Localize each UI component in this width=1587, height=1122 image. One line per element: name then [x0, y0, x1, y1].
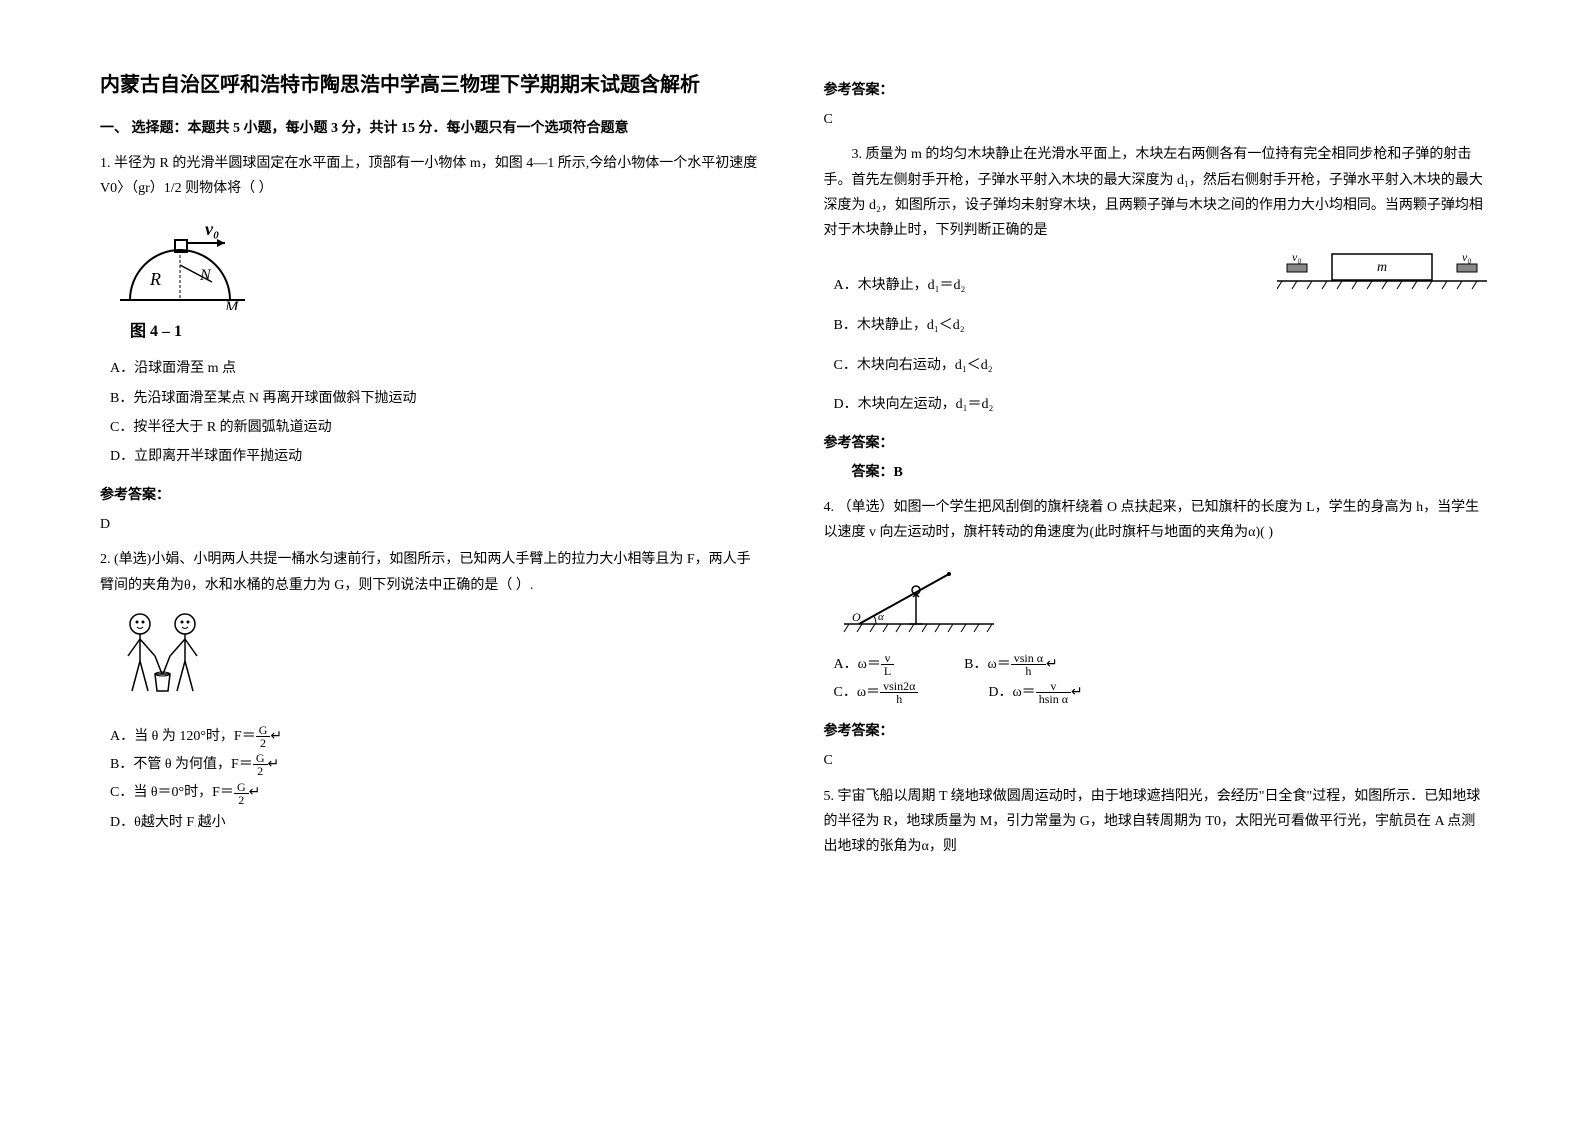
- q1-figure: v₀ R N M: [110, 210, 764, 310]
- q3-opt-d: D．木块向左运动，d₁＝d₂: [834, 392, 1488, 417]
- document-title: 内蒙古自治区呼和浩特市陶思浩中学高三物理下学期期末试题含解析: [100, 70, 764, 100]
- q2-figure: [110, 606, 764, 716]
- svg-text:O: O: [852, 610, 861, 624]
- q2-opt-c: C．当 θ＝0°时，F＝G2↵: [110, 780, 764, 805]
- q2-text: 2. (单选)小娟、小明两人共提一桶水匀速前行，如图所示，已知两人手臂上的拉力大…: [100, 547, 764, 597]
- q4-opt-c: C．ω＝vsin2αh: [834, 680, 919, 705]
- q4-opt-d: D．ω＝vhsin α↵: [988, 680, 1082, 705]
- fig-v0-label: v₀: [205, 219, 219, 239]
- q2-opt-a: A．当 θ 为 120°时，F＝G2↵: [110, 724, 764, 749]
- q3-text: 3. 质量为 m 的均匀木块静止在光滑水平面上，木块左右两侧各有一位持有完全相同…: [824, 142, 1488, 243]
- answer-label-3: 参考答案：: [824, 431, 1488, 456]
- q1-answer: D: [100, 512, 764, 537]
- svg-text:v₀: v₀: [1292, 250, 1302, 264]
- q1-opt-a: A．沿球面滑至 m 点: [110, 356, 764, 381]
- svg-text:α: α: [878, 611, 884, 623]
- question-5: 5. 宇宙飞船以周期 T 绕地球做圆周运动时，由于地球遮挡阳光，会经历"日全食"…: [824, 784, 1488, 860]
- q2-opt-b: B．不管 θ 为何值，F＝G2↵: [110, 752, 764, 777]
- q4-figure: O α: [834, 554, 1488, 644]
- answer-label: 参考答案：: [100, 483, 764, 508]
- q4-answer: C: [824, 748, 1488, 773]
- section-heading: 一、 选择题：本题共 5 小题，每小题 3 分，共计 15 分．每小题只有一个选…: [100, 116, 764, 141]
- q3-opt-c: C．木块向右运动，d₁＜d₂: [834, 353, 1488, 378]
- question-3: 3. 质量为 m 的均匀木块静止在光滑水平面上，木块左右两侧各有一位持有完全相同…: [824, 142, 1488, 417]
- q2-answer: C: [824, 107, 1488, 132]
- left-column: 内蒙古自治区呼和浩特市陶思浩中学高三物理下学期期末试题含解析 一、 选择题：本题…: [100, 70, 764, 1052]
- q3-answer: 答案：B: [824, 460, 1488, 485]
- q4-text: 4. （单选）如图一个学生把风刮倒的旗杆绕着 O 点扶起来，已知旗杆的长度为 L…: [824, 495, 1488, 545]
- q5-text: 5. 宇宙飞船以周期 T 绕地球做圆周运动时，由于地球遮挡阳光，会经历"日全食"…: [824, 784, 1488, 860]
- fig-m-label: m: [1377, 260, 1387, 275]
- q4-options: A．ω＝vL B．ω＝vsin αh↵ C．ω＝vsin2αh D．ω＝vhsi…: [834, 652, 1488, 706]
- q1-opt-c: C．按半径大于 R 的新圆弧轨道运动: [110, 415, 764, 440]
- q4-opt-a: A．ω＝vL: [834, 652, 895, 677]
- svg-text:v₀: v₀: [1462, 250, 1472, 264]
- fig-M-label: M: [224, 299, 240, 310]
- q1-text: 1. 半径为 R 的光滑半圆球固定在水平面上，顶部有一小物体 m，如图 4—1 …: [100, 151, 764, 201]
- q1-opt-d: D．立即离开半球面作平抛运动: [110, 444, 764, 469]
- q1-opt-b: B．先沿球面滑至某点 N 再离开球面做斜下抛运动: [110, 386, 764, 411]
- question-2: 2. (单选)小娟、小明两人共提一桶水匀速前行，如图所示，已知两人手臂上的拉力大…: [100, 547, 764, 834]
- right-column: 参考答案： C 3. 质量为 m 的均匀木块静止在光滑水平面上，木块左右两侧各有…: [824, 70, 1488, 1052]
- question-1: 1. 半径为 R 的光滑半圆球固定在水平面上，顶部有一小物体 m，如图 4—1 …: [100, 151, 764, 469]
- q2-options: A．当 θ 为 120°时，F＝G2↵ B．不管 θ 为何值，F＝G2↵ C．当…: [110, 724, 764, 835]
- q1-fig-caption: 图 4 – 1: [130, 318, 764, 347]
- q4-opt-b: B．ω＝vsin αh↵: [964, 652, 1058, 677]
- q3-opt-b: B．木块静止，d₁＜d₂: [834, 313, 1488, 338]
- question-4: 4. （单选）如图一个学生把风刮倒的旗杆绕着 O 点扶起来，已知旗杆的长度为 L…: [824, 495, 1488, 705]
- answer-label-2: 参考答案：: [824, 78, 1488, 103]
- fig-R-label: R: [149, 269, 161, 289]
- answer-label-4: 参考答案：: [824, 719, 1488, 744]
- q2-opt-d: D．θ越大时 F 越小: [110, 810, 764, 835]
- q1-options: A．沿球面滑至 m 点 B．先沿球面滑至某点 N 再离开球面做斜下抛运动 C．按…: [110, 356, 764, 469]
- q3-figure: v₀ m v₀: [1277, 249, 1487, 313]
